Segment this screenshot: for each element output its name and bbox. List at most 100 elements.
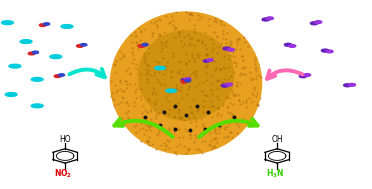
Point [186, 106, 192, 109]
Point [119, 117, 125, 120]
Point [202, 43, 208, 46]
Point [214, 61, 220, 64]
Point [183, 61, 189, 64]
Point [165, 58, 171, 61]
Point [193, 136, 199, 139]
Point [229, 114, 235, 117]
Point [236, 124, 242, 127]
Point [214, 79, 220, 82]
Point [213, 67, 219, 70]
Ellipse shape [310, 22, 318, 25]
Point [137, 128, 142, 131]
Point [250, 77, 256, 80]
Point [194, 117, 200, 120]
Point [205, 81, 211, 84]
Point [143, 129, 149, 132]
Point [188, 62, 194, 65]
Point [134, 43, 140, 46]
Point [166, 126, 172, 129]
Point [190, 141, 196, 144]
Point [159, 44, 165, 47]
Point [143, 88, 149, 91]
Point [227, 89, 233, 92]
Point [129, 41, 135, 44]
Point [195, 38, 201, 41]
Point [212, 68, 218, 71]
Point [206, 17, 212, 20]
Point [202, 66, 208, 69]
Point [183, 117, 189, 120]
Point [154, 111, 160, 114]
Point [203, 53, 209, 57]
Point [145, 141, 151, 144]
Point [154, 133, 160, 136]
Point [232, 64, 238, 67]
Point [226, 61, 232, 64]
Point [192, 116, 198, 119]
Point [221, 93, 227, 96]
Point [197, 149, 203, 153]
Point [204, 63, 210, 66]
Point [222, 85, 228, 88]
Point [179, 46, 185, 49]
Point [129, 61, 135, 64]
Point [181, 36, 187, 39]
Point [152, 84, 158, 87]
Point [170, 126, 176, 129]
Point [248, 78, 254, 81]
Point [138, 72, 144, 75]
Point [189, 112, 195, 115]
Point [211, 104, 217, 107]
Ellipse shape [262, 18, 270, 21]
Point [191, 75, 197, 78]
Point [187, 42, 193, 45]
Point [225, 77, 231, 81]
Point [142, 121, 148, 124]
Point [192, 23, 198, 26]
Point [187, 12, 193, 15]
Point [247, 70, 253, 73]
Point [209, 59, 215, 62]
Point [212, 68, 218, 71]
Point [152, 89, 158, 92]
Point [236, 98, 242, 101]
Point [154, 107, 160, 110]
Point [163, 65, 169, 68]
Point [190, 37, 196, 40]
Point [200, 56, 206, 59]
Point [200, 111, 206, 114]
Point [117, 81, 123, 84]
Point [163, 44, 169, 47]
Point [195, 14, 201, 17]
Point [186, 147, 192, 150]
Point [217, 80, 223, 83]
Point [222, 67, 228, 70]
Point [175, 59, 181, 62]
Point [236, 98, 242, 101]
Point [259, 75, 264, 78]
Point [187, 105, 193, 108]
Point [237, 73, 243, 76]
Point [231, 95, 237, 98]
Point [172, 26, 178, 29]
Point [193, 120, 199, 123]
Point [152, 99, 158, 102]
Point [189, 57, 195, 60]
Point [138, 80, 144, 83]
Point [158, 143, 164, 146]
Point [153, 108, 158, 111]
Point [145, 136, 151, 139]
Point [133, 130, 139, 133]
Point [140, 116, 146, 119]
Point [169, 88, 175, 91]
Point [176, 72, 182, 75]
Point [191, 28, 197, 31]
Point [154, 25, 160, 28]
Point [154, 19, 160, 22]
Point [198, 80, 204, 83]
Ellipse shape [31, 104, 43, 108]
Point [186, 80, 192, 83]
Point [192, 73, 198, 76]
Point [209, 147, 215, 150]
Point [253, 66, 259, 69]
